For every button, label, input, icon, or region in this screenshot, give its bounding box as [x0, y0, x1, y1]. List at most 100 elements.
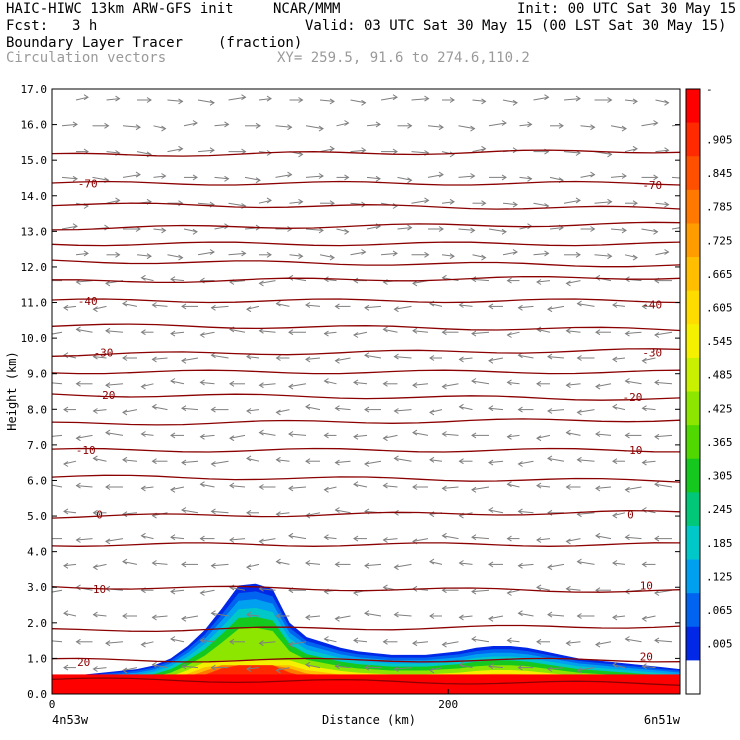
colorbar-label: .665	[706, 268, 733, 281]
wind-vector-head	[517, 406, 523, 413]
wind-vector	[75, 96, 89, 101]
contour-label: 20	[640, 651, 653, 664]
wind-vector-head	[170, 636, 176, 642]
wind-vector-head	[353, 433, 359, 440]
wind-vector-head	[323, 378, 329, 384]
wind-vector-head	[471, 588, 477, 595]
wind-vector-head	[140, 641, 146, 648]
wind-vector	[394, 563, 412, 568]
wind-vector-head	[75, 537, 81, 543]
wind-vector	[353, 639, 368, 643]
wind-vector-head	[63, 610, 69, 617]
wind-vector	[275, 174, 292, 178]
wind-vector-head	[536, 435, 542, 442]
wind-vector-head	[382, 482, 388, 489]
wind-vector-head	[624, 486, 630, 493]
wind-vector	[106, 199, 120, 204]
wind-vector-head	[481, 98, 487, 105]
wind-vector	[507, 589, 520, 594]
wind-vector	[654, 381, 673, 385]
wind-vector-head	[517, 508, 523, 515]
wind-vector-head	[323, 486, 329, 493]
wind-vector	[488, 509, 504, 514]
contour-label: 0	[627, 508, 634, 521]
wind-vector	[76, 280, 93, 283]
wind-vector-head	[441, 329, 447, 336]
wind-vector-head	[407, 224, 413, 231]
wind-vector	[305, 357, 321, 360]
wind-vector-head	[353, 637, 359, 644]
vector-label: Circulation vectors	[6, 50, 167, 66]
temperature-contour	[52, 369, 680, 375]
wind-vector-head	[375, 175, 381, 182]
wind-vector	[259, 432, 276, 436]
wind-vector	[459, 615, 473, 618]
wind-vector-head	[488, 561, 494, 568]
wind-vector-head	[83, 94, 89, 101]
wind-vector	[259, 641, 276, 644]
wind-vector	[366, 225, 381, 230]
wind-vector	[577, 667, 595, 671]
wind-vector	[547, 305, 565, 310]
wind-vector-head	[334, 459, 340, 466]
contour-label: 10	[93, 583, 106, 596]
wind-vector	[324, 380, 337, 385]
wind-vector-head	[63, 508, 69, 515]
wind-vector-head	[151, 403, 157, 410]
wind-vector	[52, 331, 63, 335]
wind-vector-head	[334, 405, 340, 412]
wind-vector	[141, 383, 154, 388]
wind-vector-head	[115, 251, 121, 258]
wind-vector	[625, 331, 642, 335]
wind-vector-head	[429, 355, 435, 361]
wind-vector-head	[664, 249, 670, 255]
wind-vector-head	[512, 249, 518, 255]
wind-vector	[471, 486, 490, 491]
wind-vector-head	[63, 664, 69, 671]
wind-vector-head	[246, 666, 252, 672]
wind-vector	[214, 123, 229, 127]
wind-vector	[412, 641, 429, 644]
wind-vector-head	[575, 95, 581, 102]
wind-vector-head	[558, 122, 564, 129]
y-tick-label: 3.0	[27, 581, 47, 594]
wind-vector-head	[92, 509, 98, 516]
wind-vector	[153, 175, 166, 178]
wind-vector	[533, 96, 549, 101]
wind-vector-head	[393, 408, 399, 414]
wind-vector-head	[501, 120, 507, 126]
wind-vector-head	[607, 151, 613, 158]
wind-vector-head	[210, 352, 216, 359]
wind-vector-head	[266, 95, 272, 102]
wind-vector	[353, 434, 368, 438]
wind-vector	[141, 433, 154, 436]
wind-vector	[654, 483, 673, 488]
wind-vector	[181, 357, 199, 362]
wind-vector	[105, 538, 124, 542]
wind-vector-head	[565, 382, 571, 389]
wind-vector-head	[536, 380, 542, 387]
wind-vector-head	[92, 666, 98, 672]
wind-vector-head	[75, 638, 81, 645]
wind-vector-head	[140, 431, 146, 437]
wind-vector-head	[140, 532, 146, 539]
wind-vector-head	[364, 304, 370, 311]
wind-vector-head	[122, 511, 128, 518]
wind-vector	[93, 409, 107, 412]
wind-vector	[625, 486, 642, 491]
wind-vector	[459, 304, 473, 307]
wind-vector	[141, 277, 154, 282]
wind-vector	[547, 409, 565, 412]
colorbar-swatch	[686, 660, 700, 695]
wind-vector	[93, 305, 107, 310]
wind-vector-head	[199, 379, 205, 386]
wind-vector	[52, 434, 63, 437]
wind-vector	[244, 176, 261, 181]
wind-vector-head	[481, 145, 487, 152]
wind-vector-head	[547, 564, 553, 571]
wind-vector-head	[612, 512, 618, 519]
temperature-contour	[52, 180, 680, 186]
wind-vector-head	[429, 613, 435, 619]
init-time: Init: 00 UTC Sat 30 May 15	[517, 1, 737, 17]
wind-vector-head	[361, 147, 367, 154]
